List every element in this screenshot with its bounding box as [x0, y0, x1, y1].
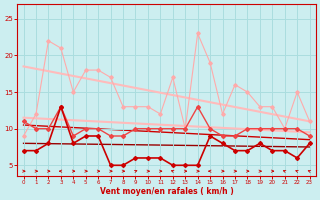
X-axis label: Vent moyen/en rafales ( km/h ): Vent moyen/en rafales ( km/h ) — [100, 187, 234, 196]
